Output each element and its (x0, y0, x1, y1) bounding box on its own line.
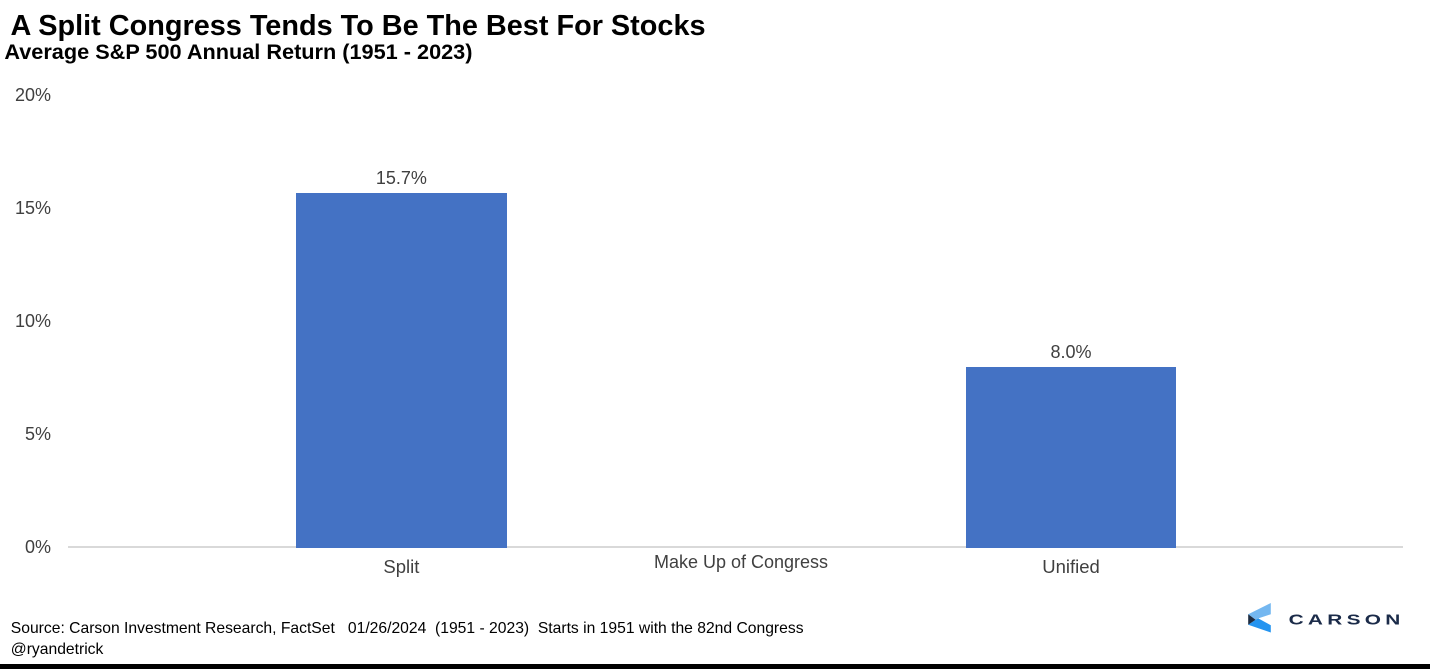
svg-text:CARSON: CARSON (1289, 612, 1405, 628)
